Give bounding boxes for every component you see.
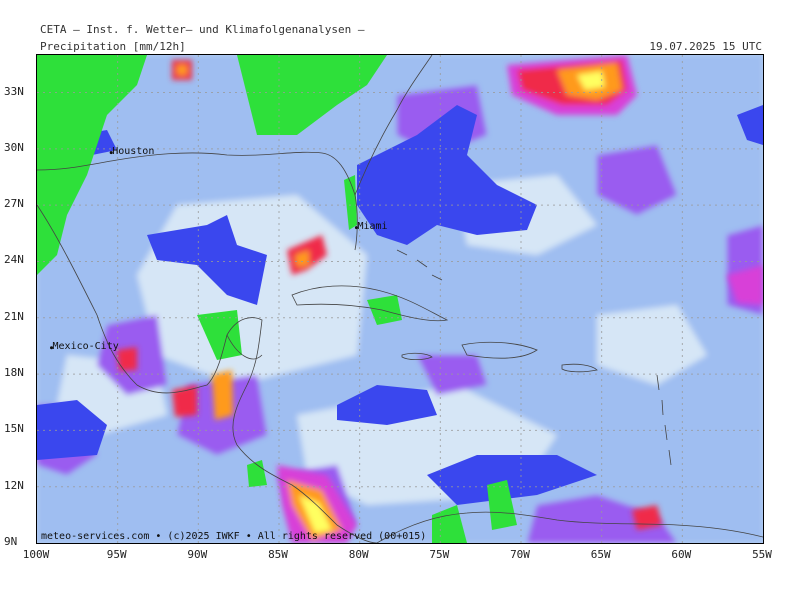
lon-tick-label: 80W [348, 548, 369, 561]
blue-area [427, 455, 597, 505]
violet-area [527, 495, 677, 543]
no-precip-area [367, 295, 402, 325]
city-label: Houston [112, 145, 155, 157]
no-precip-area [344, 175, 357, 230]
lat-tick-label: 9N [4, 535, 18, 548]
graticule [37, 55, 763, 543]
city-markers [50, 151, 358, 350]
credit-text: meteo-services.com • (c)2025 IWKF • All … [41, 531, 427, 542]
violet-area [417, 355, 487, 395]
coastline-south-america [376, 511, 763, 543]
coastline-us-east [354, 55, 433, 196]
coastline-yucatan [226, 334, 263, 360]
no-precip-area [197, 310, 242, 360]
lon-tick-label: 65W [590, 548, 611, 561]
coastline-jamaica [401, 352, 433, 361]
heavy-cell [295, 250, 309, 267]
no-precip-area [432, 505, 467, 543]
lat-tick-label: 18N [4, 366, 24, 380]
valid-time: 19.07.2025 15 UTC [649, 40, 762, 53]
map-frame: meteo-services.com • (c)2025 IWKF • All … [36, 54, 764, 544]
lon-tick-label: 100W [22, 548, 50, 561]
no-precip-area [247, 460, 267, 487]
heavy-cell [727, 265, 763, 305]
lon-tick-label: 60W [671, 548, 692, 561]
city-marker [109, 151, 113, 155]
heavy-cell [577, 71, 605, 90]
coastline-puerto-rico [561, 363, 598, 373]
lat-tick-label: 21N [4, 309, 24, 323]
lon-tick-label: 55W [752, 548, 772, 561]
parameter-label: Precipitation [mm/12h] [40, 40, 186, 53]
lat-tick-label: 30N [4, 140, 24, 154]
lat-tick-label: 12N [4, 478, 24, 492]
lat-tick-label: 27N [4, 197, 24, 211]
blue-area [737, 105, 763, 145]
coastline-hispaniola [461, 341, 538, 359]
heavy-cells [117, 55, 763, 543]
blue-area [37, 400, 107, 460]
blue-area [337, 385, 437, 425]
no-precip-area [487, 480, 517, 530]
lat-tick-label: 24N [4, 253, 24, 267]
coastline-bahamas [396, 249, 443, 281]
coastline-mexico [37, 204, 378, 543]
coastline-lesser-antilles [656, 374, 672, 466]
green-areas [37, 55, 517, 543]
precipitation-map [37, 55, 763, 543]
city-label: Miami [357, 220, 388, 232]
map-title: CETA — Inst. f. Wetter— und Klimafolgena… [40, 23, 365, 36]
lat-tick-label: 15N [4, 422, 24, 436]
light-area [597, 305, 707, 385]
heavy-cell [177, 65, 187, 75]
blue-areas [37, 105, 763, 505]
city-marker [354, 226, 358, 230]
coastline-cuba [291, 285, 449, 322]
blue-area [357, 105, 537, 245]
lon-tick-label: 75W [429, 548, 450, 561]
violet-area [597, 145, 677, 215]
lon-tick-label: 70W [510, 548, 530, 561]
heavy-cell [212, 370, 233, 420]
city-marker [50, 346, 54, 350]
lon-tick-label: 90W [187, 548, 208, 561]
coastline-us-gulf [37, 151, 358, 251]
lon-tick-label: 95W [106, 548, 127, 561]
lat-tick-label: 33N [4, 84, 24, 98]
city-label: Mexico-City [52, 340, 119, 352]
no-precip-area [37, 55, 147, 275]
no-precip-area [237, 55, 387, 135]
coastlines [37, 55, 763, 543]
blue-area [147, 215, 267, 305]
heavy-cell [299, 495, 332, 533]
lon-tick-label: 85W [268, 548, 288, 561]
heavy-cell [172, 385, 197, 417]
heavy-cell [117, 347, 137, 371]
